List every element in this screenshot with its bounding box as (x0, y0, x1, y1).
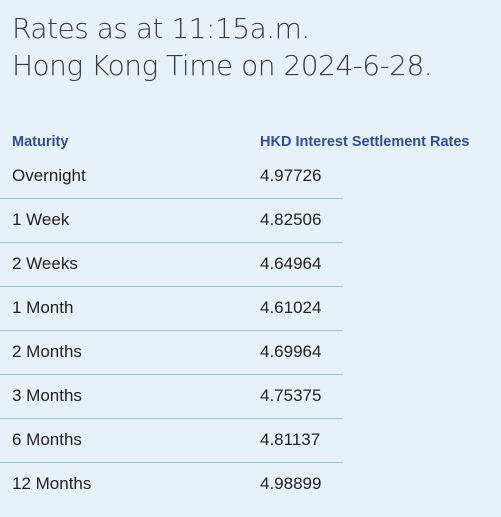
row-divider (0, 286, 343, 287)
row-divider (0, 462, 343, 463)
table-row: 1 Week 4.82506 (0, 199, 501, 243)
table-body: Overnight 4.97726 1 Week 4.82506 2 Weeks 4.64… (0, 155, 501, 507)
table-row: 2 Weeks 4.64964 (0, 243, 501, 287)
maturity-cell: 2 Months (12, 342, 82, 361)
maturity-cell: 12 Months (12, 474, 92, 493)
row-divider (0, 198, 343, 199)
table-row: Overnight 4.97726 (0, 155, 501, 199)
row-divider (0, 418, 343, 419)
table-row: 2 Months 4.69964 (0, 331, 501, 375)
table-header: Maturity HKD Interest Settlement Rates (0, 131, 501, 155)
maturity-column-header: Maturity (12, 134, 69, 150)
rate-cell: 4.97726 (260, 166, 322, 185)
title-line-2: Hong Kong Time on 2024-6-28. (12, 49, 433, 82)
rate-cell: 4.75375 (260, 386, 322, 405)
rates-table: Maturity HKD Interest Settlement Rates O… (0, 131, 501, 507)
table-row: 12 Months 4.98899 (0, 463, 501, 507)
rate-cell: 4.64964 (260, 254, 322, 273)
rate-cell: 4.82506 (260, 210, 322, 229)
maturity-cell: 3 Months (12, 386, 82, 405)
rate-cell: 4.81137 (260, 430, 321, 449)
row-divider (0, 242, 343, 243)
rate-cell: 4.98899 (260, 474, 322, 493)
maturity-cell: 2 Weeks (12, 254, 78, 273)
rate-column-header: HKD Interest Settlement Rates (260, 134, 470, 150)
maturity-cell: 6 Months (12, 430, 82, 449)
rate-cell: 4.61024 (260, 298, 322, 317)
table-row: 3 Months 4.75375 (0, 375, 501, 419)
page-title: Rates as at 11:15a.m. Hong Kong Time on … (12, 10, 433, 84)
table-row: 6 Months 4.81137 (0, 419, 501, 463)
maturity-cell: 1 Week (12, 210, 70, 229)
title-line-1: Rates as at 11:15a.m. (12, 12, 310, 45)
maturity-cell: Overnight (12, 166, 86, 185)
maturity-cell: 1 Month (12, 298, 74, 317)
table-row: 1 Month 4.61024 (0, 287, 501, 331)
row-divider (0, 374, 343, 375)
row-divider (0, 330, 343, 331)
rate-cell: 4.69964 (260, 342, 322, 361)
